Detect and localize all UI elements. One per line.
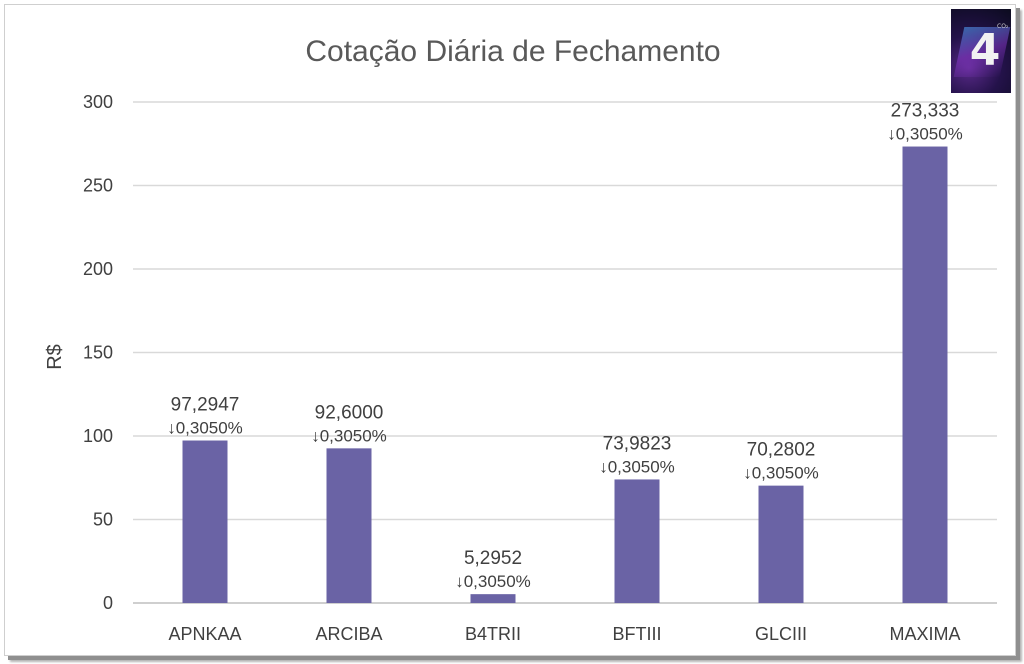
y-tick-label: 300	[83, 92, 113, 112]
bar	[470, 594, 516, 603]
y-tick-label: 250	[83, 176, 113, 196]
data-label-value: 97,2947	[171, 395, 240, 416]
x-tick-label: GLCIII	[755, 624, 807, 644]
x-tick-label: APNKAA	[168, 624, 241, 644]
data-label-change: ↓0,3050%	[887, 125, 963, 144]
logo-superscript: CO₂	[997, 23, 1009, 30]
data-label-change: ↓0,3050%	[743, 464, 819, 483]
data-label-value: 70,2802	[747, 440, 816, 461]
y-tick-label: 0	[103, 593, 113, 613]
data-label-value: 273,333	[891, 101, 960, 122]
y-tick-label: 200	[83, 259, 113, 279]
data-label-value: 73,9823	[603, 433, 672, 454]
data-label-change: ↓0,3050%	[599, 457, 675, 476]
data-label-value: 5,2952	[464, 548, 522, 569]
bar	[182, 440, 228, 603]
bars	[182, 146, 948, 604]
data-label-value: 92,6000	[315, 402, 384, 423]
x-tick-label: B4TRII	[465, 624, 521, 644]
gridlines	[133, 101, 997, 604]
y-tick-label: 50	[93, 510, 113, 530]
x-tick-label: MAXIMA	[889, 624, 960, 644]
bar	[902, 146, 948, 604]
data-label-change: ↓0,3050%	[311, 426, 387, 445]
bar	[614, 479, 660, 603]
chart-frame: Cotação Diária de Fechamento R$ 0 50 100 15…	[4, 4, 1016, 656]
y-axis-label: R$	[44, 344, 66, 370]
data-label-change: ↓0,3050%	[455, 572, 531, 591]
logo-glyph: 4	[969, 25, 1001, 76]
x-tick-label: ARCIBA	[315, 624, 382, 644]
data-labels: 97,2947 ↓0,3050% 92,6000 ↓0,3050% 5,2952 ↓0,3…	[167, 101, 963, 592]
y-tick-label: 100	[83, 426, 113, 446]
y-tick-labels: 0 50 100 150 200 250 300	[83, 92, 113, 613]
x-tick-labels: APNKAA ARCIBA B4TRII BFTIII GLCIII MAXIMA	[168, 624, 960, 644]
bar	[326, 448, 372, 603]
chart-svg: Cotação Diária de Fechamento R$ 0 50 100 15…	[44, 35, 997, 644]
chart-title: Cotação Diária de Fechamento	[305, 35, 720, 68]
y-tick-label: 150	[83, 343, 113, 363]
brand-logo: 4 CO₂	[951, 9, 1011, 93]
data-label-change: ↓0,3050%	[167, 419, 243, 438]
bar	[758, 485, 804, 603]
x-tick-label: BFTIII	[613, 624, 662, 644]
